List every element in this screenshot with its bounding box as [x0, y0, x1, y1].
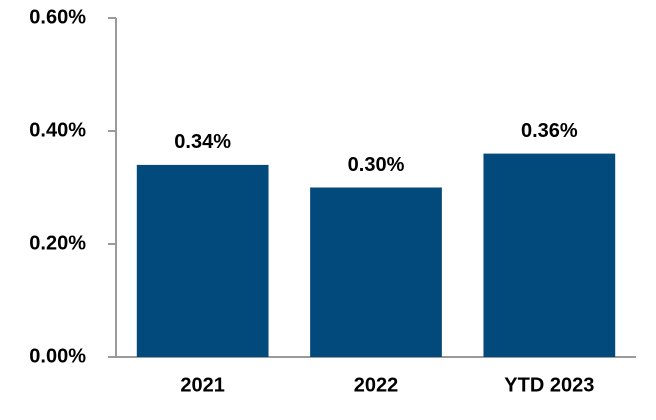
value-label: 0.34% — [174, 131, 231, 153]
y-tick-label: 0.60% — [29, 6, 86, 28]
x-tick-label: 2021 — [180, 374, 225, 396]
y-tick-label: 0.20% — [29, 232, 86, 254]
y-tick-label: 0.00% — [29, 345, 86, 367]
y-tick-label: 0.40% — [29, 119, 86, 141]
x-tick-label: YTD 2023 — [504, 374, 594, 396]
value-label: 0.36% — [521, 120, 578, 142]
bar — [136, 164, 269, 357]
value-label: 0.30% — [348, 154, 405, 176]
bar — [310, 187, 442, 357]
bar — [483, 153, 616, 357]
x-tick-label: 2022 — [354, 374, 399, 396]
